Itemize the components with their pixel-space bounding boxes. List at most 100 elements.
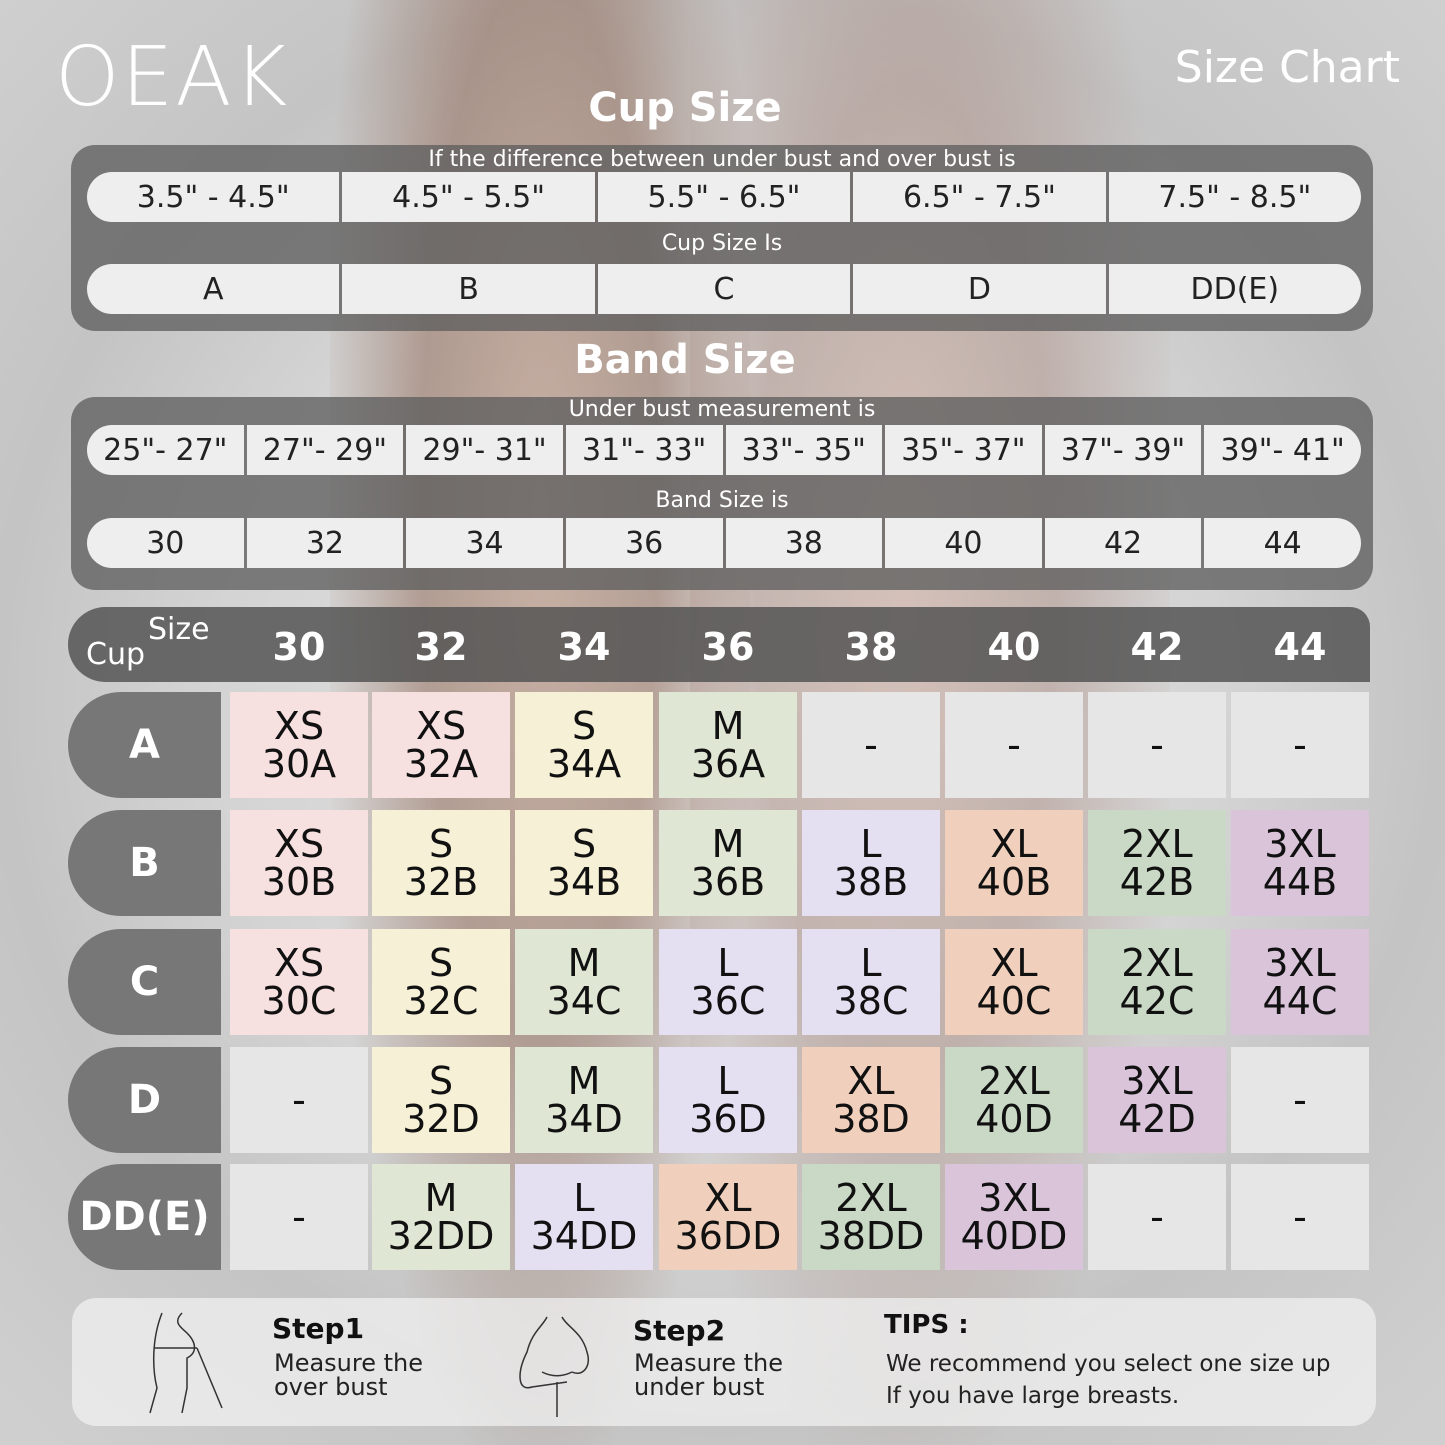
size-label: S xyxy=(428,941,454,985)
row-label-DD(E): DD(E) xyxy=(68,1164,221,1270)
size-cell: - xyxy=(802,692,940,798)
band-result-label: Band Size is xyxy=(655,488,789,513)
size-label: M xyxy=(711,822,745,866)
size-label: - xyxy=(292,1078,306,1122)
step2-title: Step2 xyxy=(633,1314,726,1347)
size-label: - xyxy=(292,1195,306,1239)
under-bust-figure-icon xyxy=(519,1316,589,1417)
band-number-row: 30 32 34 36 38 40 42 44 xyxy=(87,518,1361,568)
size-label: - xyxy=(1293,1195,1307,1239)
size-label: M xyxy=(711,704,745,748)
bra-size: 40D xyxy=(975,1097,1053,1141)
row-label-C: C xyxy=(68,929,221,1035)
bra-size: 34D xyxy=(545,1097,623,1141)
size-cell: 3XL 44C xyxy=(1231,929,1369,1035)
size-cell: XS 30C xyxy=(230,929,368,1035)
bra-size: 34DD xyxy=(530,1214,638,1258)
cup-letter-pill: D xyxy=(853,264,1106,314)
bra-size: 38C xyxy=(833,979,909,1023)
size-label: 2XL xyxy=(1121,822,1193,866)
column-header-44: 44 xyxy=(1273,625,1327,669)
band-number-pill: 36 xyxy=(565,518,723,568)
size-label: L xyxy=(717,941,739,985)
band-range-pill: 31"- 33" xyxy=(565,425,723,475)
bra-size: 36DD xyxy=(674,1214,782,1258)
bra-size: 42D xyxy=(1118,1097,1196,1141)
size-cell: 2XL 38DD xyxy=(802,1164,940,1270)
band-range-pill: 25"- 27" xyxy=(87,425,244,475)
bra-size: 38D xyxy=(832,1097,910,1141)
size-cell: S 34B xyxy=(515,810,653,916)
cup-range-row: 3.5" - 4.5" 4.5" - 5.5" 5.5" - 6.5" 6.5" - … xyxy=(87,172,1361,222)
column-header-36: 36 xyxy=(701,625,755,669)
size-label: - xyxy=(864,723,878,767)
step1-title: Step1 xyxy=(272,1312,365,1345)
band-range-pill: 33"- 35" xyxy=(725,425,883,475)
bra-size: 38DD xyxy=(817,1214,925,1258)
bra-size: 34C xyxy=(546,979,622,1023)
band-range-row: 25"- 27" 27"- 29" 29"- 31" 31"- 33" 33"- 35"… xyxy=(87,425,1361,475)
size-cell: S 34A xyxy=(515,692,653,798)
bra-size: 30C xyxy=(261,979,337,1023)
bra-size: 40B xyxy=(976,860,1052,904)
bra-size: 40DD xyxy=(960,1214,1068,1258)
size-label: S xyxy=(571,704,597,748)
corner-cup-label: Cup xyxy=(86,637,146,672)
size-label: XL xyxy=(847,1059,895,1103)
size-label: S xyxy=(428,1059,454,1103)
size-table-header: Cup Size 30 32 34 36 38 40 42 44 xyxy=(68,607,1370,682)
row-label-D: D xyxy=(68,1047,221,1153)
measuring-guide: Step1 Measure the over bust Step2 Measur… xyxy=(72,1298,1376,1426)
size-cell: 2XL 42B xyxy=(1088,810,1226,916)
corner-size-label: Size xyxy=(148,612,210,647)
size-cell: 2XL 42C xyxy=(1088,929,1226,1035)
size-label: M xyxy=(567,941,601,985)
band-number-pill: 42 xyxy=(1044,518,1202,568)
cup-letter-pill: A xyxy=(87,264,340,314)
cup-result-label: Cup Size Is xyxy=(661,231,783,256)
bra-size: 44C xyxy=(1262,979,1338,1023)
size-cell: 3XL 44B xyxy=(1231,810,1369,916)
cup-range-pill: 6.5" - 7.5" xyxy=(853,172,1106,222)
size-label: XS xyxy=(273,822,325,866)
size-label: 3XL xyxy=(1121,1059,1193,1103)
bra-size: 34A xyxy=(546,742,622,786)
cup-range-pill: 3.5" - 4.5" xyxy=(87,172,340,222)
band-range-pill: 27"- 29" xyxy=(246,425,404,475)
size-label: 2XL xyxy=(1121,941,1193,985)
band-range-pill: 39"- 41" xyxy=(1204,425,1361,475)
band-range-pill: 35"- 37" xyxy=(885,425,1042,475)
cup-instruction: If the difference between under bust and… xyxy=(428,147,1016,172)
size-label: - xyxy=(1007,723,1021,767)
column-header-32: 32 xyxy=(414,625,468,669)
bra-size: 36C xyxy=(690,979,766,1023)
size-label: - xyxy=(1293,1078,1307,1122)
size-cell: M 34C xyxy=(515,929,653,1035)
size-cell: XS 30B xyxy=(230,810,368,916)
cup-letter-row: A B C D DD(E) xyxy=(87,264,1361,314)
size-label: L xyxy=(717,1059,739,1103)
size-cell: - xyxy=(1231,692,1369,798)
size-cell: - xyxy=(230,1164,368,1270)
size-cell: L 38C xyxy=(802,929,940,1035)
size-cell: - xyxy=(1231,1164,1369,1270)
step1-line2: over bust xyxy=(274,1373,388,1401)
band-range-pill: 37"- 39" xyxy=(1044,425,1202,475)
bra-size: 32D xyxy=(402,1097,480,1141)
bra-size: 32C xyxy=(403,979,479,1023)
band-number-pill: 32 xyxy=(246,518,404,568)
size-label: XL xyxy=(990,822,1038,866)
size-label: XS xyxy=(273,941,325,985)
size-label: M xyxy=(424,1176,458,1220)
cup-range-pill: 4.5" - 5.5" xyxy=(342,172,595,222)
size-label: XL xyxy=(704,1176,752,1220)
band-number-pill: 38 xyxy=(725,518,883,568)
size-label: L xyxy=(573,1176,595,1220)
band-range-pill: 29"- 31" xyxy=(406,425,563,475)
column-header-38: 38 xyxy=(844,625,898,669)
row-label-A: A xyxy=(68,692,221,798)
bra-size: 38B xyxy=(833,860,909,904)
size-label: - xyxy=(1293,723,1307,767)
size-cell: XL 38D xyxy=(802,1047,940,1153)
size-cell: S 32D xyxy=(372,1047,510,1153)
